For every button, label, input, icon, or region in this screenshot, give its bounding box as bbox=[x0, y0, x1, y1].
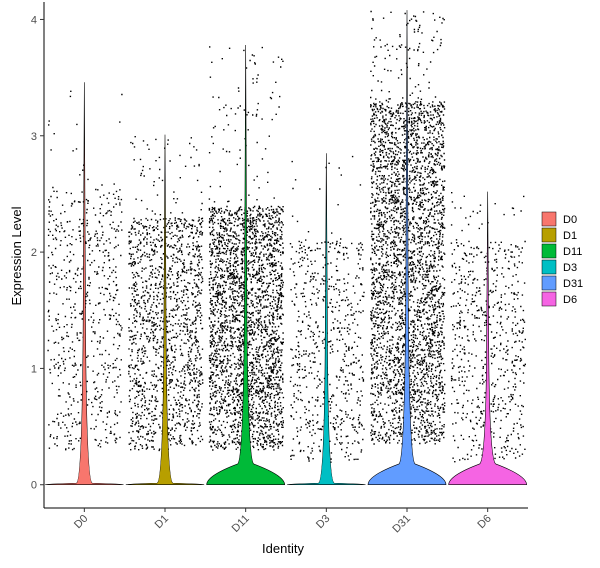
legend-key-D11 bbox=[541, 243, 557, 259]
legend-label-D1: D1 bbox=[563, 230, 577, 242]
violin-D6 bbox=[448, 191, 527, 486]
violin-D0 bbox=[45, 82, 124, 486]
violins bbox=[45, 10, 527, 486]
x-tick-label-D0: D0 bbox=[72, 513, 90, 531]
legend-label-D3: D3 bbox=[563, 262, 577, 274]
legend-key-D0 bbox=[541, 211, 557, 227]
x-tick-label-D31: D31 bbox=[390, 513, 413, 536]
legend-key-D3 bbox=[541, 259, 557, 275]
violin-D3 bbox=[287, 153, 366, 486]
jitter-points-D0 bbox=[47, 90, 123, 451]
y-tick-label: 3 bbox=[31, 131, 37, 143]
x-tick-label-D1: D1 bbox=[153, 513, 171, 531]
legend-label-D31: D31 bbox=[563, 278, 583, 290]
legend-key-D1 bbox=[541, 227, 557, 243]
x-axis-title: Identity bbox=[262, 541, 304, 556]
axes: 0 1 2 3 4 D0 D1 D11 D3 D31 D6 bbox=[31, 2, 528, 535]
jitter-points bbox=[47, 10, 526, 463]
legend-key-D31 bbox=[541, 275, 557, 291]
x-tick-label-D3: D3 bbox=[314, 513, 332, 531]
violin-D31 bbox=[367, 10, 447, 486]
y-tick-label: 4 bbox=[31, 14, 37, 26]
y-tick-label: 2 bbox=[31, 247, 37, 259]
legend-key-D6 bbox=[541, 291, 557, 307]
violin-D1 bbox=[125, 134, 205, 486]
y-axis-title: Expression Level bbox=[9, 206, 24, 305]
legend-label-D11: D11 bbox=[563, 246, 582, 258]
jitter-points-D3 bbox=[289, 155, 365, 463]
legend-label-D0: D0 bbox=[563, 214, 577, 226]
x-tick-label-D11: D11 bbox=[230, 513, 252, 535]
y-tick-label: 0 bbox=[31, 480, 37, 492]
legend-label-D6: D6 bbox=[563, 294, 577, 306]
jitter-points-D11 bbox=[208, 46, 285, 451]
x-tick-label-D6: D6 bbox=[475, 513, 493, 531]
y-tick-label: 1 bbox=[31, 363, 37, 375]
violin-D11 bbox=[206, 45, 285, 486]
legend: D0 D1 D11 D3 D31 D6 bbox=[541, 211, 583, 307]
